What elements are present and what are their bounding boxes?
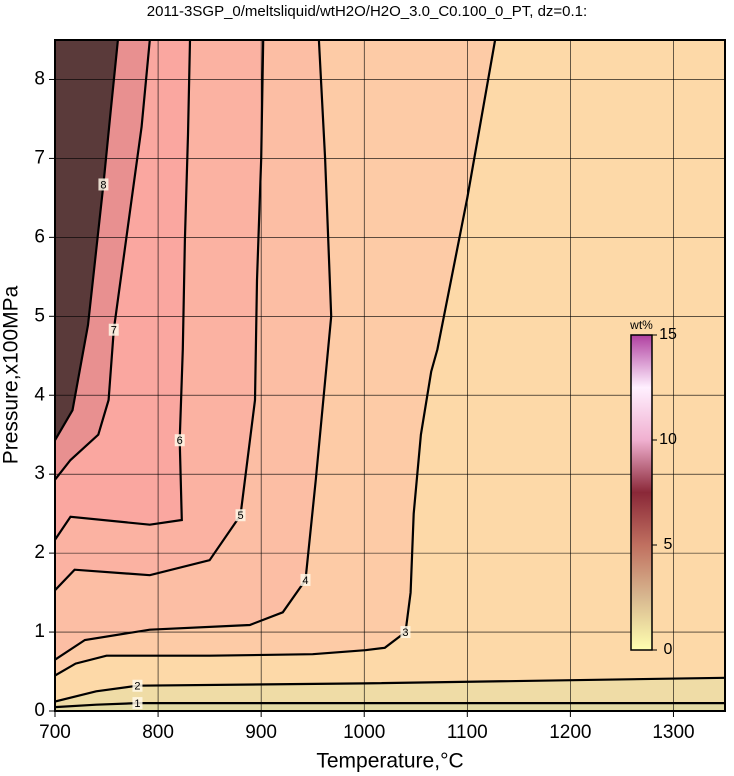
x-tick-label: 1000: [343, 722, 385, 743]
y-tick-label: 5: [34, 305, 45, 326]
x-tick-label: 1300: [652, 722, 694, 743]
contour-label-bg: [235, 509, 246, 522]
x-tick-label: 700: [39, 722, 71, 743]
contour-line: [55, 40, 333, 661]
plot-area: 1 2 3 4 5 6 7 8: [55, 40, 725, 711]
y-tick-label: 2: [34, 542, 45, 563]
x-tick-label: 1100: [447, 722, 488, 743]
contour-label-bg: [174, 434, 185, 447]
contour-label-bg: [132, 679, 143, 692]
contour-label: 7: [111, 325, 117, 337]
colorbar-label: wt%: [629, 318, 653, 332]
x-tick-label: 900: [245, 722, 277, 743]
contour-label: 3: [402, 627, 408, 639]
y-tick-label: 3: [34, 463, 45, 484]
y-tick-label: 4: [34, 384, 45, 405]
colorbar: [630, 334, 653, 651]
y-tick-label: 1: [34, 621, 45, 642]
x-tick-label: 1200: [549, 722, 591, 743]
contour-label: 2: [134, 681, 140, 693]
contour-label: 5: [237, 510, 243, 522]
plot-frame: [54, 39, 726, 712]
contour-label-bg: [300, 573, 311, 586]
x-axis-label: Temperature,°C: [316, 750, 463, 773]
y-tick-label: 6: [34, 226, 45, 247]
contour-line: [55, 40, 119, 441]
colorbar-tick-label: 0: [664, 641, 673, 658]
colorbar-tick-label: 10: [659, 431, 677, 448]
contour-label-bg: [132, 697, 143, 710]
y-tick-label: 7: [34, 147, 45, 168]
y-tick-label: 8: [34, 68, 45, 89]
y-tick-label: 0: [34, 700, 45, 721]
contour-label-bg: [108, 323, 119, 336]
colorbar-tick-label: 15: [659, 326, 677, 343]
contour-line: [55, 40, 151, 481]
contour-label: 1: [134, 698, 140, 710]
contour-label-bg: [98, 178, 109, 191]
contour-label: 4: [302, 575, 308, 587]
contour-label: 6: [177, 435, 183, 447]
contour-label: 8: [100, 179, 106, 191]
colorbar-tick-label: 5: [664, 536, 673, 553]
y-axis-label: Pressure,x100MPa: [0, 285, 23, 464]
contour-band: [55, 40, 118, 441]
x-tick-label: 800: [142, 722, 174, 743]
contour-label-bg: [400, 626, 411, 639]
chart-title: 2011-3SGP_0/meltsliquid/wtH2O/H2O_3.0_C0…: [147, 3, 587, 20]
